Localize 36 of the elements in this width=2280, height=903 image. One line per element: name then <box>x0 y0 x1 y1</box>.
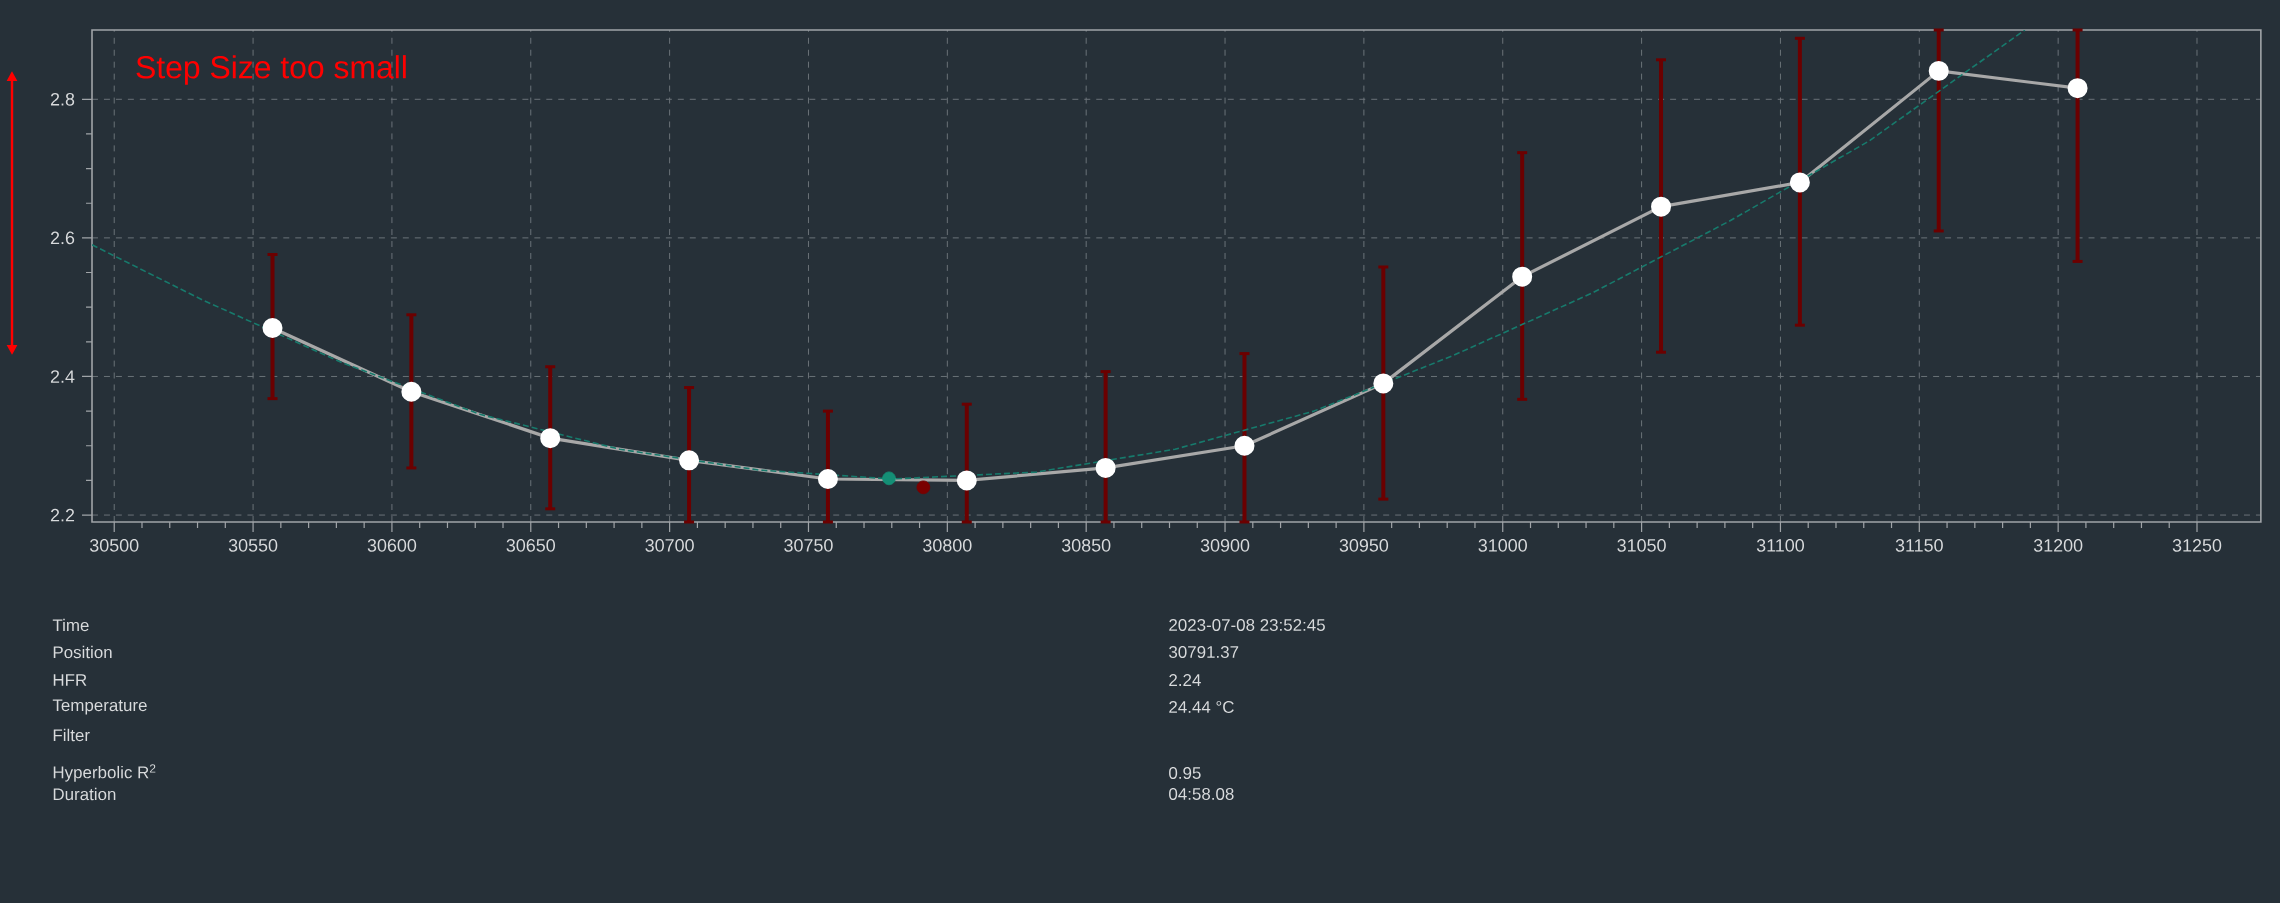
x-tick-label: 31150 <box>1895 539 1943 552</box>
text: 24.44 °C <box>1169 701 1234 713</box>
text: Temperature <box>52 699 147 715</box>
x-tick-label: 30750 <box>784 539 833 552</box>
text: HFR <box>53 674 87 686</box>
point <box>882 471 896 486</box>
x-tick-label: 31200 <box>2033 539 2083 552</box>
point <box>916 480 931 495</box>
text: 2.24 <box>1169 674 1201 686</box>
y-tick-label: 2.2 <box>50 508 75 522</box>
y-tick-label: 2.4 <box>50 370 75 383</box>
x-tick-label: 30950 <box>1339 539 1389 552</box>
x-tick-label: 30600 <box>367 539 417 552</box>
text: 2023-07-08 23:52:45 <box>1169 619 1325 631</box>
text: Hyperbolic R$^{2}$ <box>53 764 156 782</box>
x-tick-label: 31050 <box>1617 539 1666 552</box>
x-tick-label: 30700 <box>645 539 694 552</box>
y-tick-label: 2.8 <box>50 92 75 106</box>
x-tick-label: 31250 <box>2172 539 2222 552</box>
x-tick-label: 30650 <box>506 539 556 552</box>
text: 30791.37 <box>1169 646 1239 658</box>
x-tick-label: 31000 <box>1478 539 1527 552</box>
text: Filter <box>53 728 90 742</box>
x-tick-label: 30900 <box>1200 539 1250 552</box>
x-tick-label: 30800 <box>923 539 972 552</box>
x-tick-label: 30850 <box>1061 539 1111 552</box>
x-tick-label: 31100 <box>1756 539 1805 552</box>
text: Position <box>53 645 112 659</box>
annotation: Step Size too small <box>136 55 406 85</box>
text: Time <box>52 618 89 632</box>
text: 0.95 <box>1169 767 1201 779</box>
x-tick-label: 30500 <box>89 539 139 552</box>
x-tick-label: 30550 <box>228 539 278 552</box>
text: 04:58.08 <box>1169 788 1234 800</box>
y-tick-label: 2.6 <box>50 231 75 245</box>
text: Duration <box>53 787 116 801</box>
